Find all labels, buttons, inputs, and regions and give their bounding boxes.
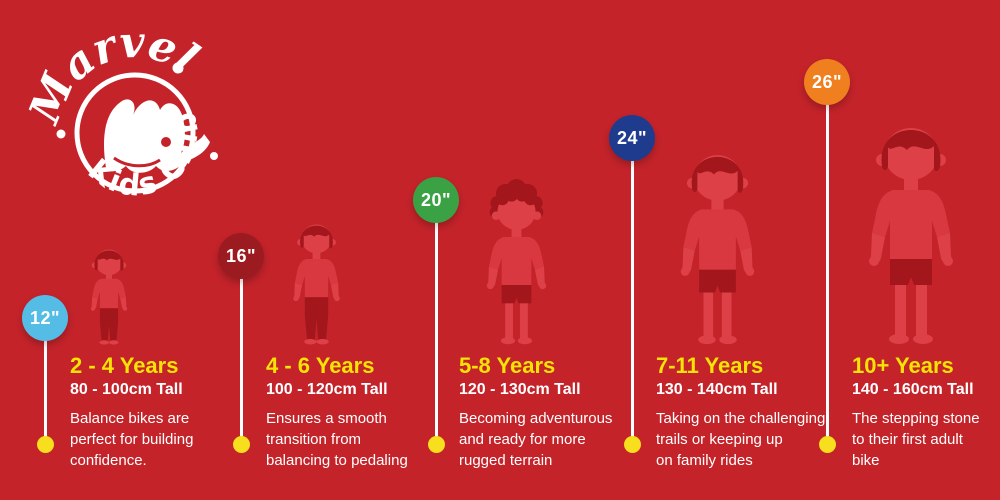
wheel-size-label: 20"	[420, 189, 452, 210]
pointer-line	[434, 220, 438, 444]
marker-dot	[427, 436, 445, 453]
wheel-size-badge: 16"	[218, 233, 264, 279]
age-range-heading: 7-11 Years	[656, 353, 764, 378]
child-figure	[869, 128, 953, 344]
marker-dot	[232, 436, 250, 453]
logo-dot-left	[56, 129, 66, 139]
age-range-heading: 5-8 Years	[459, 353, 556, 378]
description: Balance bikes are perfect for building c…	[70, 410, 194, 469]
child-figure-curly	[486, 179, 547, 345]
height-range: 80 - 100cm Tall	[70, 381, 183, 398]
marker-dot	[623, 436, 641, 453]
height-range: 140 - 160cm Tall	[852, 381, 974, 398]
pointer-line	[630, 158, 634, 444]
child-figure	[293, 224, 340, 345]
pointer-line	[825, 102, 829, 444]
logo-emblem-mouth	[113, 156, 161, 168]
description: Becoming adventurous and ready for more …	[459, 410, 613, 469]
wheel-size-badge: 26"	[804, 59, 850, 105]
logo-emblem-eye	[161, 137, 171, 147]
pointer-line	[239, 276, 243, 444]
wheel-size-badge: 24"	[609, 115, 655, 161]
child-figure-toddler	[90, 249, 128, 345]
marker-dot	[36, 436, 54, 453]
height-range: 130 - 140cm Tall	[656, 381, 778, 398]
wheel-size-label: 24"	[616, 127, 648, 148]
pointer-line	[43, 338, 47, 444]
wheel-size-label: 12"	[29, 307, 61, 328]
height-range: 100 - 120cm Tall	[266, 381, 388, 398]
wheel-size-label: 26"	[811, 71, 843, 92]
marker-dot	[818, 436, 836, 453]
wheel-size-badge: 12"	[22, 295, 68, 341]
description: Taking on the challenging trails or keep…	[656, 410, 826, 469]
height-range: 120 - 130cm Tall	[459, 381, 581, 398]
wheel-size-badge: 20"	[413, 177, 459, 223]
description: Ensures a smooth transition from balanci…	[266, 410, 408, 469]
wheel-size-label: 16"	[225, 245, 257, 266]
age-range-heading: 10+ Years	[852, 353, 954, 378]
child-figure	[680, 155, 755, 345]
age-range-heading: 4 - 6 Years	[266, 353, 375, 378]
age-range-heading: 2 - 4 Years	[70, 353, 179, 378]
logo-ring	[74, 72, 196, 194]
logo-dot-top	[172, 62, 184, 74]
logo-m-emblem	[103, 99, 210, 173]
logo-dot-right	[210, 152, 218, 160]
brand-logo: Marvel Kids Club	[19, 18, 218, 204]
description: The stepping stone to their first adult …	[852, 410, 980, 469]
